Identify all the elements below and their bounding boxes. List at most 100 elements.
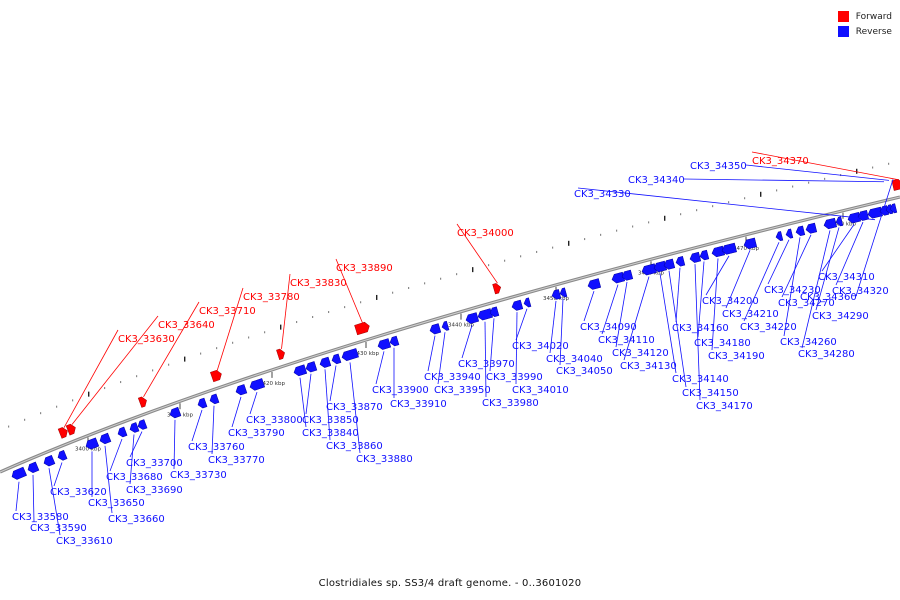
gene-label-leader [821,224,855,272]
forward-gene-shape [65,423,76,436]
gene-label-leader [191,409,203,442]
forward-track-tick [312,315,314,318]
reverse-gene-shape [867,206,883,219]
gene-label-leader [783,237,801,337]
reverse-gene-shape [43,454,56,467]
gene-label: CK3_34050 [556,366,613,377]
gene-label: CK3_33990 [486,372,543,383]
gene-label-leader [623,276,650,361]
gene-label-leader [231,396,242,428]
reverse-gene-shape [389,335,400,347]
reverse-gene [319,356,332,368]
gene-label-leader [71,315,159,425]
gene-label: CK3_33860 [326,441,383,452]
gene-label: CK3_33790 [228,428,285,439]
gene-label: CK3_33770 [208,455,265,466]
forward-track-tick [248,336,250,339]
reverse-gene [587,278,602,290]
reverse-gene [377,338,392,350]
gene-label: CK3_33880 [356,454,413,465]
map-caption: Clostridiales sp. SS3/4 draft genome. - … [318,578,582,589]
gene-label: CK3_34320 [832,286,889,297]
reverse-gene [795,225,806,237]
forward-track-tick [184,356,186,362]
gene-label: CK3_33590 [30,523,87,534]
forward-track-tick [712,205,714,208]
reverse-gene-shape [489,306,500,317]
reverse-gene-shape [523,297,532,308]
gene-label-leader [659,273,677,374]
legend-reverse-label: Reverse [855,26,892,37]
forward-swatch-icon [837,11,849,22]
reverse-gene [99,432,112,445]
reverse-gene-shape [169,406,182,419]
gene-label-leader [549,300,557,354]
genome-backbone-highlight [0,196,900,473]
forward-track-tick [552,246,554,249]
gene-label: CK3_34340 [628,175,685,186]
reverse-gene-shape [465,312,480,324]
reverse-gene [389,335,400,347]
reverse-gene [805,222,818,234]
gene-label-leader [216,287,244,372]
gene-label-leader [743,242,780,322]
gene-label-leader [515,308,528,341]
reverse-gene [835,216,844,227]
gene-label: CK3_33650 [88,498,145,509]
reverse-gene [611,271,626,284]
reverse-gene [57,450,68,461]
gene-label: CK3_34040 [546,354,603,365]
gene-label: CK3_34220 [740,322,797,333]
reverse-gene-shape [743,237,758,250]
gene-label: CK3_33830 [290,278,347,289]
reverse-gene [785,228,794,239]
gene-label: CK3_33630 [118,334,175,345]
gene-label-leader [615,281,628,348]
gene-label-leader [515,312,518,385]
gene-label-leader [583,290,595,322]
reverse-gene-shape [621,269,634,281]
reverse-gene [429,323,442,335]
gene-label: CK3_34010 [512,385,569,396]
scale-label: 3420 kbp [259,381,285,387]
forward-track-tick [264,331,266,334]
gene-label-leader [129,431,143,458]
forward-track-tick [728,201,730,204]
reverse-gene-shape [99,432,112,445]
forward-track-tick [24,418,26,421]
forward-track-tick [88,391,90,397]
gene-label-leader [815,227,840,311]
reverse-gene [523,297,532,308]
reverse-gene [137,419,148,430]
gene-label-leader [781,234,812,298]
gene-label-leader [143,301,200,397]
gene-label-leader [668,270,687,388]
reverse-gene-shape [129,422,140,433]
forward-gene [137,396,147,408]
reverse-gene [675,256,686,267]
forward-track-tick [328,311,330,314]
forward-track-tick [456,273,458,276]
gene-label-leader [324,369,331,441]
reverse-gene [465,312,480,324]
gene-label-leader [461,325,473,359]
gene-label-leader [335,258,364,325]
gene-label-leader [683,178,885,183]
gene-label: CK3_33610 [56,536,113,547]
gene-label: CK3_33980 [482,398,539,409]
reverse-gene-shape [235,384,248,396]
gene-label-leader [53,462,63,487]
reverse-gene-shape [331,353,342,365]
forward-track-tick [680,213,682,216]
reverse-gene-shape [11,466,27,480]
forward-track-tick [504,259,506,262]
reverse-gene [85,437,100,450]
gene-label-leader [751,151,899,181]
forward-track-tick [344,306,346,309]
reverse-gene-shape [27,461,40,473]
reverse-gene-shape [653,260,668,273]
forward-track-tick [280,324,282,330]
forward-track-tick [296,321,298,324]
gene-label: CK3_33970 [458,359,515,370]
reverse-gene [867,206,883,219]
